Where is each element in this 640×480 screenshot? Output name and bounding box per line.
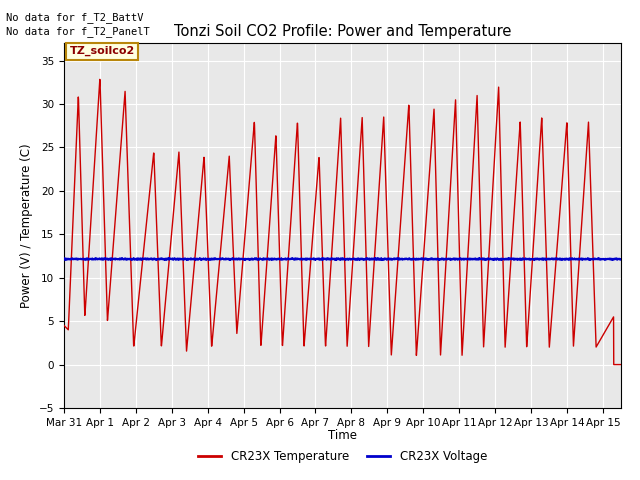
Legend: CR23X Temperature, CR23X Voltage: CR23X Temperature, CR23X Voltage xyxy=(193,445,492,468)
X-axis label: Time: Time xyxy=(328,429,357,442)
Text: TZ_soilco2: TZ_soilco2 xyxy=(70,46,135,57)
Y-axis label: Power (V) / Temperature (C): Power (V) / Temperature (C) xyxy=(20,144,33,308)
Title: Tonzi Soil CO2 Profile: Power and Temperature: Tonzi Soil CO2 Profile: Power and Temper… xyxy=(173,24,511,39)
Text: No data for f_T2_PanelT: No data for f_T2_PanelT xyxy=(6,26,150,37)
Text: No data for f_T2_BattV: No data for f_T2_BattV xyxy=(6,12,144,23)
